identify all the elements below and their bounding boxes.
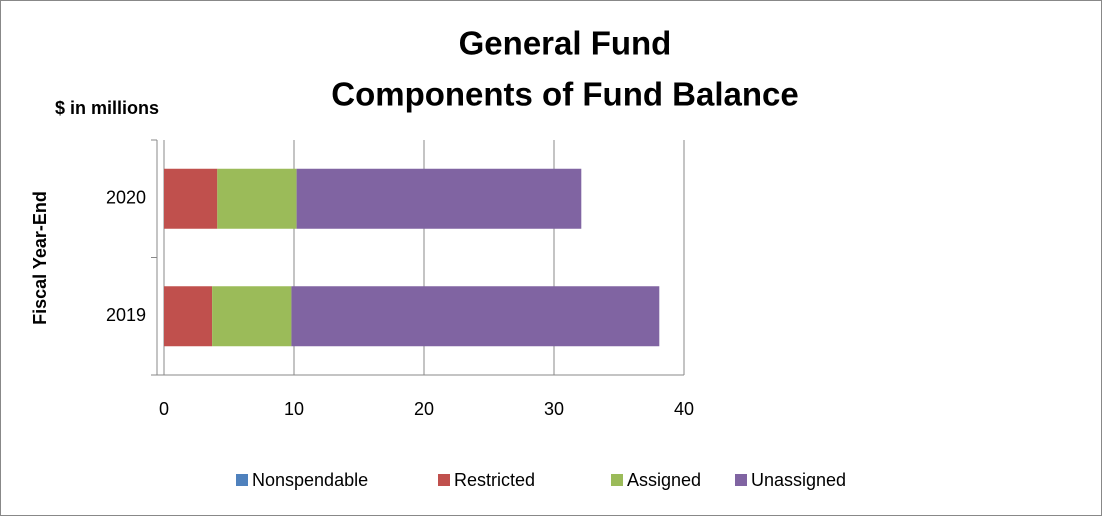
x-tick-label: 40 <box>674 399 694 419</box>
bar-segment <box>296 168 582 229</box>
legend-label: Restricted <box>454 470 535 490</box>
legend-label: Assigned <box>627 470 701 490</box>
bar-segment <box>217 168 297 229</box>
x-tick-label: 30 <box>544 399 564 419</box>
y-axis-label: Fiscal Year-End <box>30 191 50 325</box>
legend-swatch <box>438 474 450 486</box>
legend-label: Nonspendable <box>252 470 368 490</box>
x-tick-label: 20 <box>414 399 434 419</box>
x-tick-label: 0 <box>159 399 169 419</box>
bar-segment <box>212 286 292 347</box>
bar-segment <box>164 286 213 347</box>
x-tick-label: 10 <box>284 399 304 419</box>
unit-label: $ in millions <box>55 98 159 118</box>
legend-swatch <box>611 474 623 486</box>
legend-swatch <box>735 474 747 486</box>
legend-label: Unassigned <box>751 470 846 490</box>
legend-swatch <box>236 474 248 486</box>
chart-title: General Fund <box>459 25 672 62</box>
y-tick-label: 2020 <box>106 188 146 208</box>
bar-segment <box>291 286 660 347</box>
y-tick-label: 2019 <box>106 305 146 325</box>
bar-segment <box>164 168 218 229</box>
chart-subtitle: Components of Fund Balance <box>331 76 799 113</box>
